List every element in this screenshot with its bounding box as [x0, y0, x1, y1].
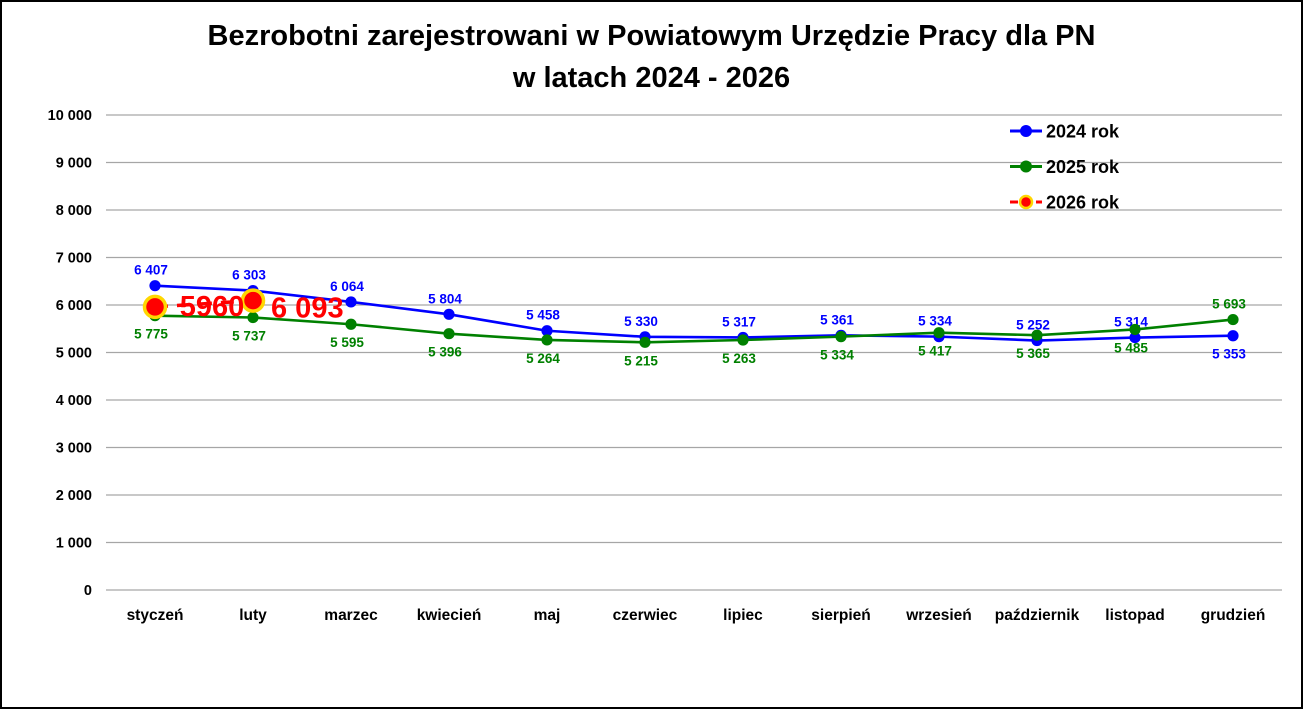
series-line-2026-rok [154, 298, 254, 309]
data-label-2024-rok: 6 064 [330, 279, 364, 294]
y-axis-tick-label: 4 000 [56, 393, 92, 409]
y-axis-tick-label: 6 000 [56, 298, 92, 314]
data-label-2024-rok: 5 334 [918, 314, 952, 329]
data-point-2026-rok [142, 294, 168, 320]
data-label-2025-rok: 5 215 [624, 353, 658, 368]
x-axis-month-label: grudzień [1201, 607, 1266, 624]
data-label-2024-rok: 5 361 [820, 312, 854, 327]
y-axis-tick-label: 10 000 [48, 108, 92, 124]
y-axis-tick-label: 2 000 [56, 488, 92, 504]
chart-title-line1: Bezrobotni zarejestrowani w Powiatowym U… [207, 20, 1096, 52]
data-point-2024-rok [541, 325, 553, 337]
data-label-2025-rok: 5 737 [232, 328, 266, 343]
data-label-2025-rok: 5 775 [134, 327, 168, 342]
data-point-2025-rok [1031, 329, 1043, 341]
data-label-2025-rok: 5 263 [722, 351, 756, 366]
data-point-2024-rok [345, 296, 357, 308]
data-label-2025-rok: 5 595 [330, 335, 364, 350]
data-label-2026-rok: 6 093 [271, 293, 344, 325]
data-label-2025-rok: 5 264 [526, 351, 560, 366]
data-point-2025-rok [933, 327, 945, 339]
data-label-2025-rok: 5 485 [1114, 340, 1148, 355]
data-point-2025-rok [1227, 313, 1239, 326]
data-point-2025-rok [737, 334, 749, 346]
legend-label-2024-rok: 2024 rok [1046, 122, 1120, 142]
data-point-2025-rok [1129, 323, 1141, 336]
x-axis-month-label: luty [239, 607, 267, 624]
data-label-2024-rok: 5 317 [722, 314, 756, 329]
x-axis-month-label: marzec [324, 607, 378, 624]
data-point-2025-rok [639, 336, 651, 348]
data-point-2025-rok [835, 331, 847, 343]
data-label-2025-rok: 5 417 [918, 344, 952, 359]
data-point-2024-rok [1227, 330, 1239, 342]
x-axis-month-label: maj [534, 607, 561, 624]
data-point-2026-rok [240, 288, 266, 313]
x-axis-month-label: styczeń [127, 607, 184, 624]
series-line-2024-rok [154, 284, 1234, 342]
data-point-2024-rok [443, 308, 455, 320]
data-label-2025-rok: 5 693 [1212, 297, 1246, 312]
y-axis-tick-label: 9 000 [56, 156, 92, 172]
x-axis-month-label: listopad [1105, 607, 1164, 624]
data-label-2025-rok: 5 396 [428, 345, 462, 360]
data-point-2025-rok [443, 328, 455, 340]
chart-title: Bezrobotni zarejestrowani w Powiatowym U… [2, 15, 1301, 99]
legend-label-2025-rok: 2025 rok [1046, 157, 1120, 177]
x-axis-month-label: sierpień [811, 607, 870, 624]
y-axis-tick-label: 1 000 [56, 536, 92, 552]
y-axis-tick-label: 8 000 [56, 203, 92, 219]
x-axis-month-label: czerwiec [613, 607, 678, 624]
chart-title-line2: w latach 2024 - 2026 [512, 62, 791, 95]
y-axis-tick-label: 0 [84, 583, 92, 599]
data-point-2025-rok [541, 334, 553, 346]
data-label-2024-rok: 6 407 [134, 263, 168, 278]
y-axis-tick-label: 3 000 [56, 441, 92, 457]
data-label-2024-rok: 5 458 [526, 308, 560, 323]
data-point-2024-rok [149, 280, 161, 292]
data-point-2024-rok [1129, 331, 1141, 344]
legend-marker-icon [1020, 160, 1032, 173]
data-label-2024-rok: 5 252 [1016, 318, 1050, 333]
y-axis-tick-label: 5 000 [56, 346, 92, 362]
data-label-2026-rok: 5960 [180, 291, 245, 323]
x-axis-month-label: wrzesień [905, 607, 971, 624]
data-point-2025-rok [247, 311, 259, 324]
legend-marker-icon [1020, 125, 1032, 137]
data-label-2024-rok: 5 353 [1212, 347, 1246, 362]
data-label-2024-rok: 6 303 [232, 268, 266, 283]
data-label-2024-rok: 5 330 [624, 314, 658, 329]
series-line-2025-rok [154, 314, 1234, 344]
data-label-2025-rok: 5 334 [820, 348, 854, 363]
data-label-2024-rok: 5 314 [1114, 315, 1148, 330]
data-label-2025-rok: 5 365 [1016, 346, 1050, 361]
data-label-2024-rok: 5 804 [428, 291, 462, 306]
y-axis-tick-label: 7 000 [56, 251, 92, 267]
legend-label-2026-rok: 2026 rok [1046, 193, 1120, 213]
x-axis-month-label: lipiec [723, 607, 763, 624]
x-axis-month-label: kwiecień [417, 607, 482, 624]
legend-marker-icon [1018, 194, 1034, 210]
data-point-2025-rok [345, 318, 357, 330]
x-axis-month-label: październik [995, 607, 1080, 624]
